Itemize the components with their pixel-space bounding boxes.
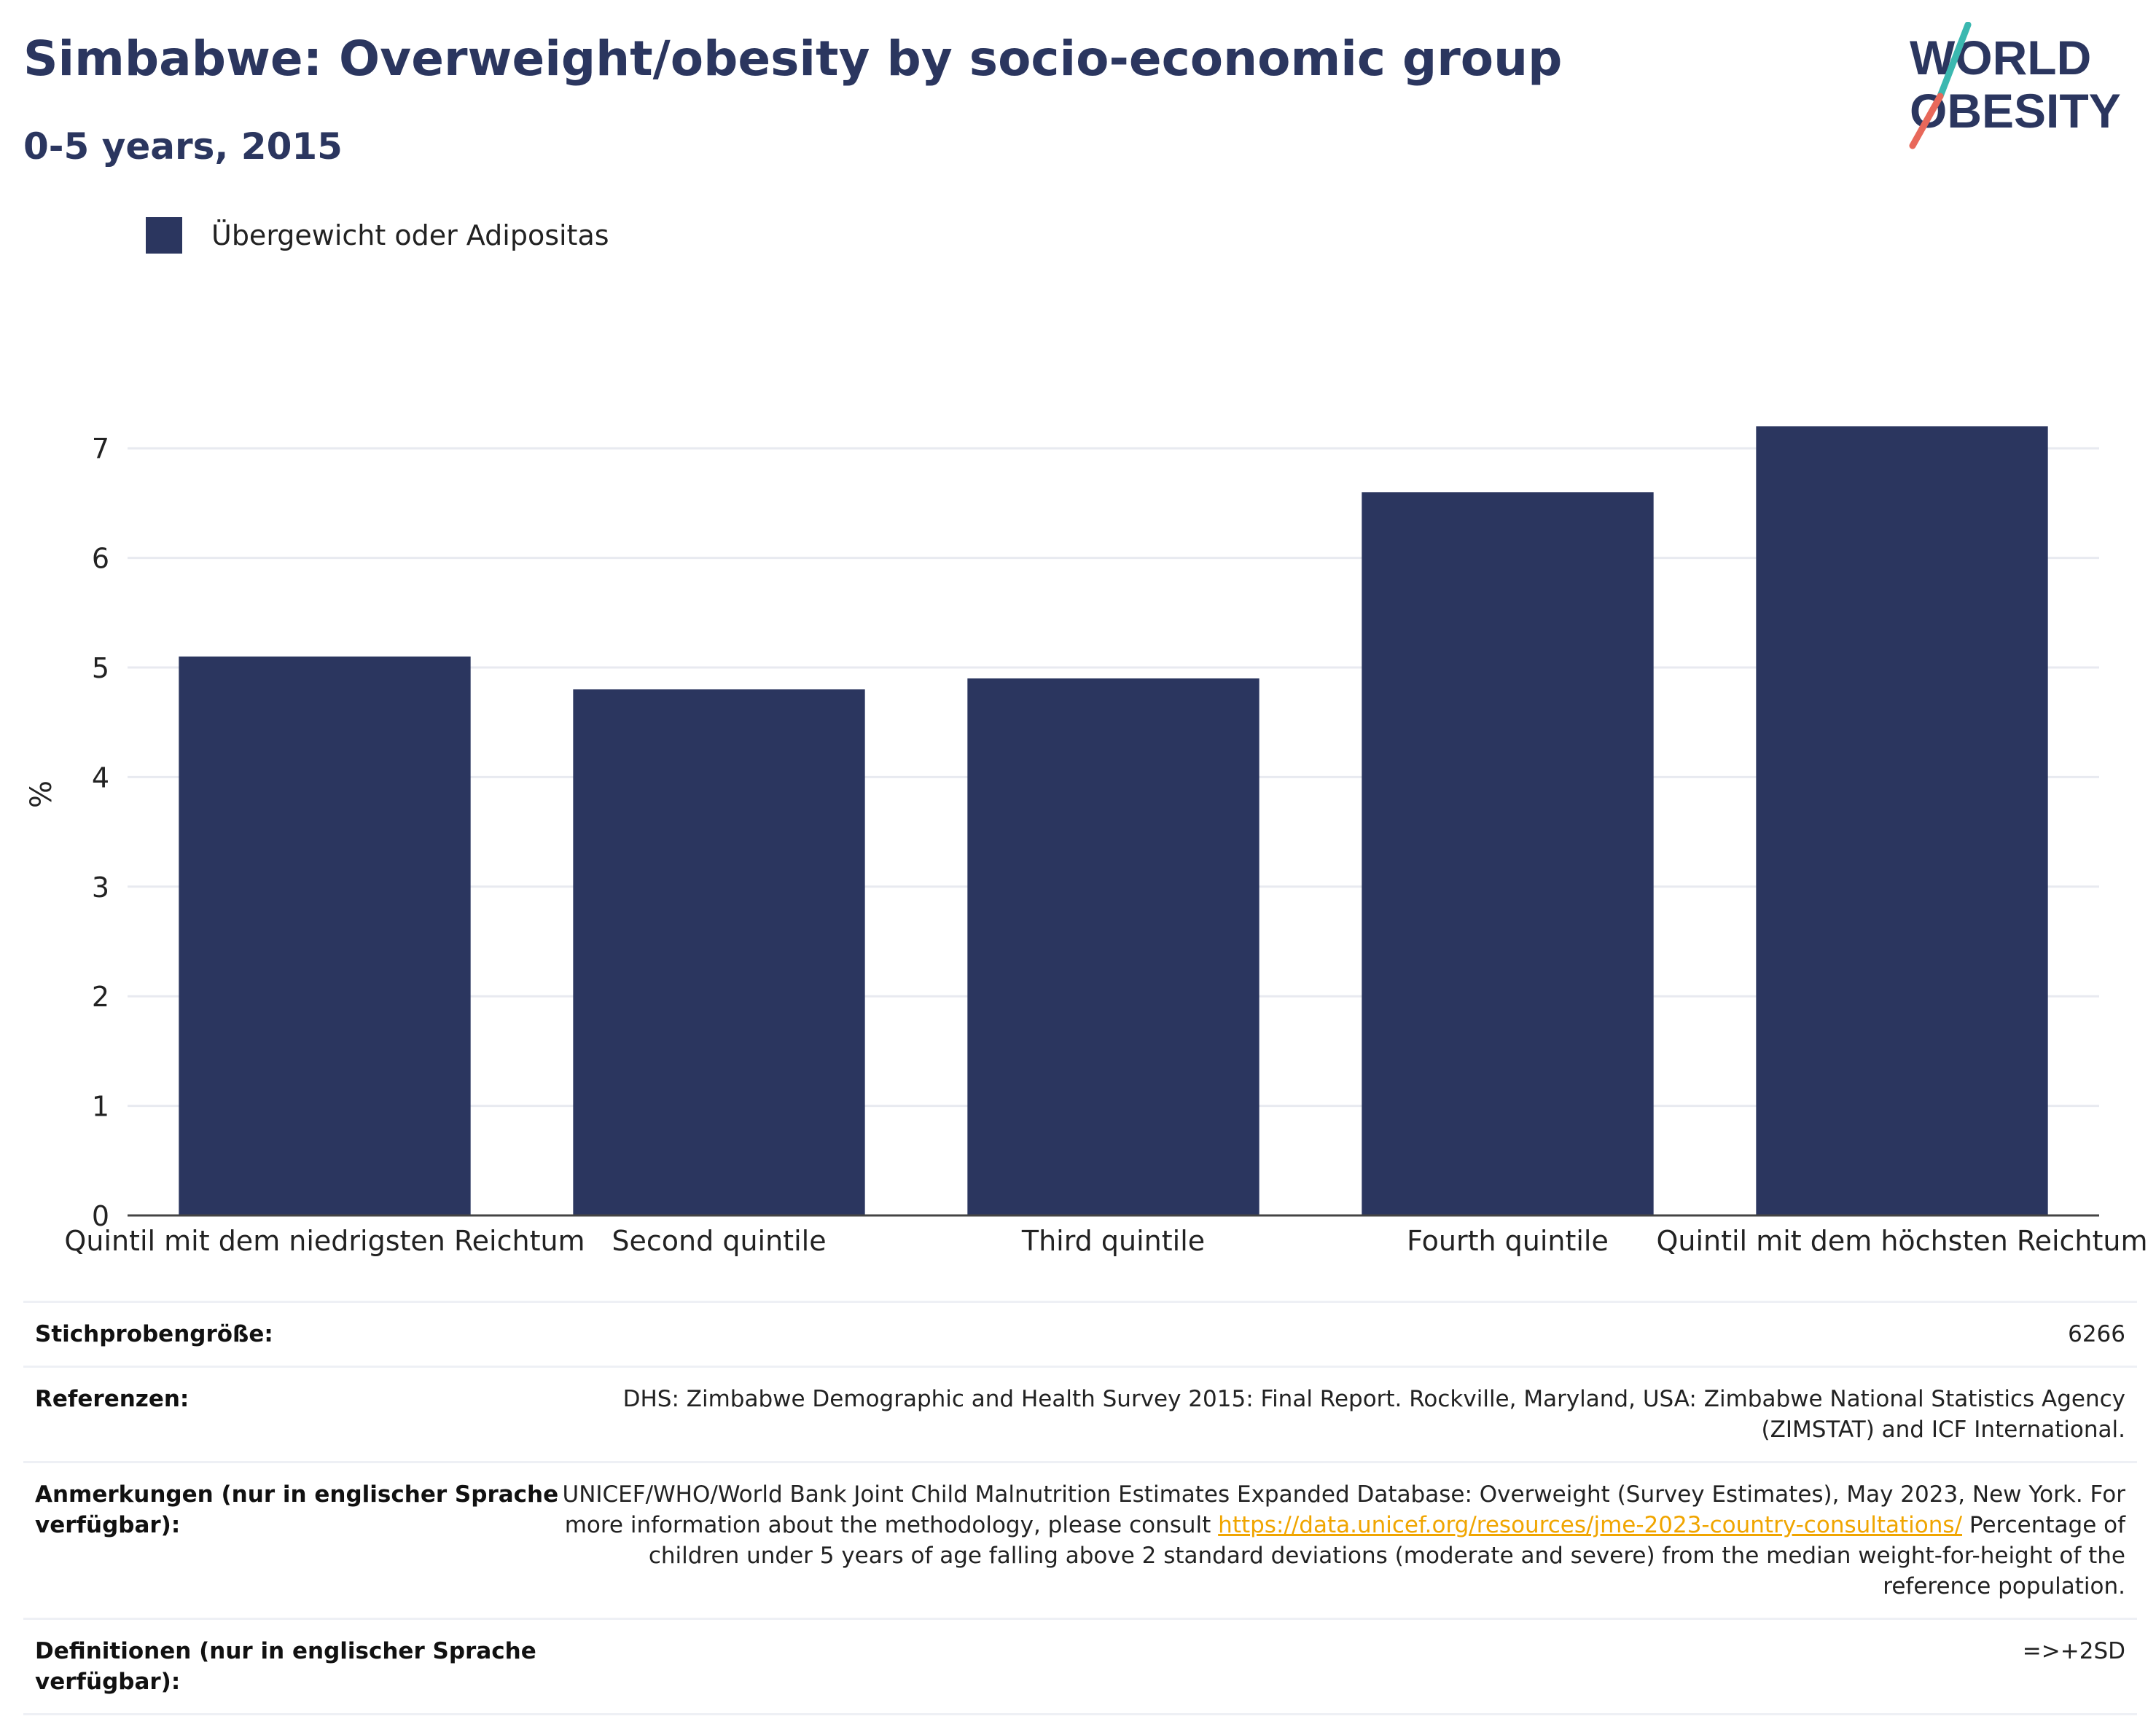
definitions-value: =>+2SD bbox=[2022, 1638, 2125, 1664]
metadata-table: Stichprobengröße: 6266 Referenzen: DHS: … bbox=[23, 1301, 2137, 1715]
sample-size-label: Stichprobengröße: bbox=[35, 1321, 273, 1347]
meta-row-definitions: Definitionen (nur in englischer Sprache … bbox=[23, 1618, 2137, 1715]
references-value: DHS: Zimbabwe Demographic and Health Sur… bbox=[622, 1386, 2125, 1443]
x-tick-label: Quintil mit dem höchsten Reichtum bbox=[1656, 1225, 2147, 1257]
x-tick-label: Fourth quintile bbox=[1407, 1225, 1609, 1257]
y-tick-label: 2 bbox=[92, 981, 109, 1013]
notes-text: UNICEF/WHO/World Bank Joint Child Malnut… bbox=[562, 1481, 2126, 1538]
notes-link[interactable]: https://data.unicef.org/resources/jme-20… bbox=[1218, 1512, 1963, 1538]
legend-label: Übergewicht oder Adipositas bbox=[211, 219, 609, 251]
bars bbox=[179, 426, 2048, 1215]
chart-legend: Übergewicht oder Adipositas bbox=[146, 217, 609, 254]
sample-size-value: 6266 bbox=[2068, 1321, 2125, 1347]
y-tick-label: 4 bbox=[92, 761, 109, 794]
meta-row-sample: Stichprobengröße: 6266 bbox=[23, 1301, 2137, 1366]
x-tick-label: Quintil mit dem niedrigsten Reichtum bbox=[64, 1225, 585, 1257]
y-tick-label: 1 bbox=[92, 1091, 109, 1123]
y-tick-label: 3 bbox=[92, 872, 109, 904]
definitions-label: Definitionen (nur in englischer Sprache … bbox=[35, 1638, 536, 1695]
bar bbox=[1362, 492, 1654, 1215]
notes-text-2: Percentage of children under 5 years of … bbox=[648, 1512, 2125, 1599]
notes-value: UNICEF/WHO/World Bank Joint Child Malnut… bbox=[560, 1479, 2126, 1602]
meta-row-notes: Anmerkungen (nur in englischer Sprache v… bbox=[23, 1461, 2137, 1618]
bar bbox=[179, 656, 471, 1215]
chart-title: Simbabwe: Overweight/obesity by socio-ec… bbox=[23, 31, 1563, 87]
y-axis-label: % bbox=[25, 780, 58, 808]
chart-subtitle: 0-5 years, 2015 bbox=[23, 125, 343, 168]
bar-chart: 0 1 2 3 4 5 6 7 Quintil mit dem niedrigsten Reic… bbox=[25, 426, 2148, 1257]
bar bbox=[967, 678, 1259, 1215]
logo-slash-teal bbox=[1937, 22, 1972, 100]
x-tick-label: Third quintile bbox=[1021, 1225, 1205, 1257]
references-label: Referenzen: bbox=[35, 1386, 190, 1412]
logo-line1: WORLD bbox=[1910, 31, 2091, 85]
legend-swatch bbox=[146, 217, 182, 254]
bar bbox=[1756, 426, 2048, 1215]
logo-slash-red bbox=[1909, 93, 1944, 149]
y-tick-label: 6 bbox=[92, 543, 109, 575]
notes-label: Anmerkungen (nur in englischer Sprache v… bbox=[35, 1481, 559, 1538]
bar bbox=[573, 689, 865, 1215]
y-tick-label: 0 bbox=[92, 1200, 109, 1232]
y-tick-label: 5 bbox=[92, 652, 109, 684]
world-obesity-logo: WORLD OBESITY bbox=[1909, 22, 2121, 149]
y-tick-label: 7 bbox=[92, 433, 109, 465]
x-tick-label: Second quintile bbox=[612, 1225, 826, 1257]
axes: 0 1 2 3 4 5 6 7 Quintil mit dem niedrigsten Reic… bbox=[64, 433, 2147, 1257]
meta-row-references: Referenzen: DHS: Zimbabwe Demographic an… bbox=[23, 1366, 2137, 1461]
